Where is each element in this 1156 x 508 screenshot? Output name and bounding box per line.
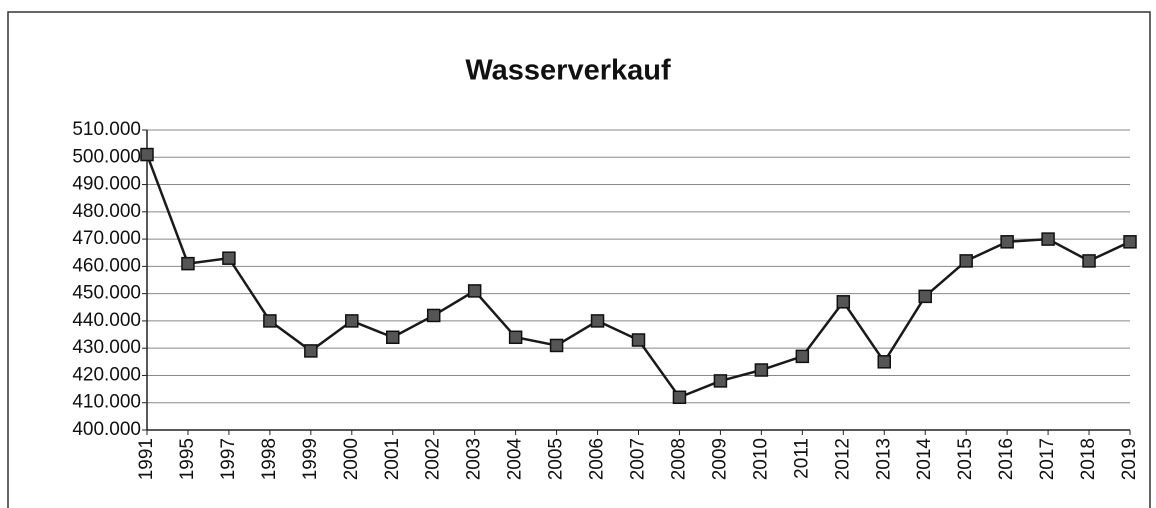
x-tick-label: 2004 <box>505 438 526 481</box>
y-tick-label: 410.000 <box>72 392 141 413</box>
data-marker <box>631 333 646 347</box>
x-tick-label: 2002 <box>423 438 444 480</box>
x-tick-label: 2006 <box>587 438 608 480</box>
x-tick-label: 2003 <box>464 438 485 480</box>
chart-frame <box>7 11 1151 508</box>
x-tick-label: 1995 <box>177 438 198 480</box>
data-marker <box>467 284 482 298</box>
x-tick-label: 1997 <box>218 438 239 480</box>
y-tick-label: 480.000 <box>72 201 141 222</box>
data-marker <box>549 338 564 353</box>
x-tick-label: 2000 <box>341 438 362 480</box>
x-tick-label: 2015 <box>955 438 976 480</box>
data-marker <box>263 314 277 328</box>
x-tick-label: 2009 <box>709 438 730 480</box>
y-tick-label: 460.000 <box>72 255 141 276</box>
y-tick-label: 510.000 <box>72 119 141 140</box>
data-marker <box>590 314 605 328</box>
data-marker <box>345 314 359 328</box>
x-tick-label: 2005 <box>546 438 567 480</box>
x-tick-label: 2014 <box>914 438 935 481</box>
x-tick-label: 2016 <box>996 438 1017 480</box>
y-tick-label: 450.000 <box>72 283 141 304</box>
x-tick-label: 2017 <box>1037 438 1058 480</box>
data-marker <box>754 363 769 377</box>
x-tick-label: 1998 <box>259 438 280 480</box>
x-tick-label: 2011 <box>791 438 812 479</box>
data-marker <box>222 251 236 265</box>
x-tick-label: 2018 <box>1078 438 1099 480</box>
x-tick-label: 2007 <box>628 438 649 480</box>
x-tick-label: 2019 <box>1119 438 1140 480</box>
chart-title: Wasserverkauf <box>465 55 671 87</box>
data-marker <box>1123 235 1137 249</box>
data-marker <box>508 330 523 345</box>
y-tick-label: 500.000 <box>72 146 141 167</box>
y-tick-label: 430.000 <box>72 337 141 358</box>
data-marker <box>836 295 851 309</box>
x-tick-label: 2010 <box>750 438 771 480</box>
data-line <box>145 154 1131 399</box>
x-tick-label: 2012 <box>832 438 853 480</box>
data-marker <box>877 355 891 369</box>
data-marker <box>795 349 810 364</box>
data-marker <box>140 147 154 162</box>
data-marker <box>1000 235 1014 249</box>
data-marker <box>1041 232 1055 246</box>
y-tick-label: 470.000 <box>72 228 141 249</box>
x-tick-label: 1999 <box>300 438 321 480</box>
data-marker <box>713 374 728 388</box>
x-tick-label: 2001 <box>382 438 403 480</box>
y-tick-label: 420.000 <box>72 364 141 385</box>
x-tick-label: 2013 <box>873 438 894 480</box>
x-tick-label: 1991 <box>136 438 157 480</box>
data-marker <box>1082 254 1096 268</box>
data-marker <box>181 256 195 271</box>
y-tick-label: 490.000 <box>72 174 141 195</box>
data-marker <box>386 330 400 345</box>
data-marker <box>672 390 687 405</box>
data-marker <box>918 289 932 304</box>
data-marker <box>304 344 318 358</box>
x-tick-label: 2008 <box>668 438 689 480</box>
data-marker <box>959 254 973 268</box>
y-tick-label: 400.000 <box>72 419 141 440</box>
y-tick-label: 440.000 <box>72 310 141 331</box>
data-marker <box>426 308 441 323</box>
